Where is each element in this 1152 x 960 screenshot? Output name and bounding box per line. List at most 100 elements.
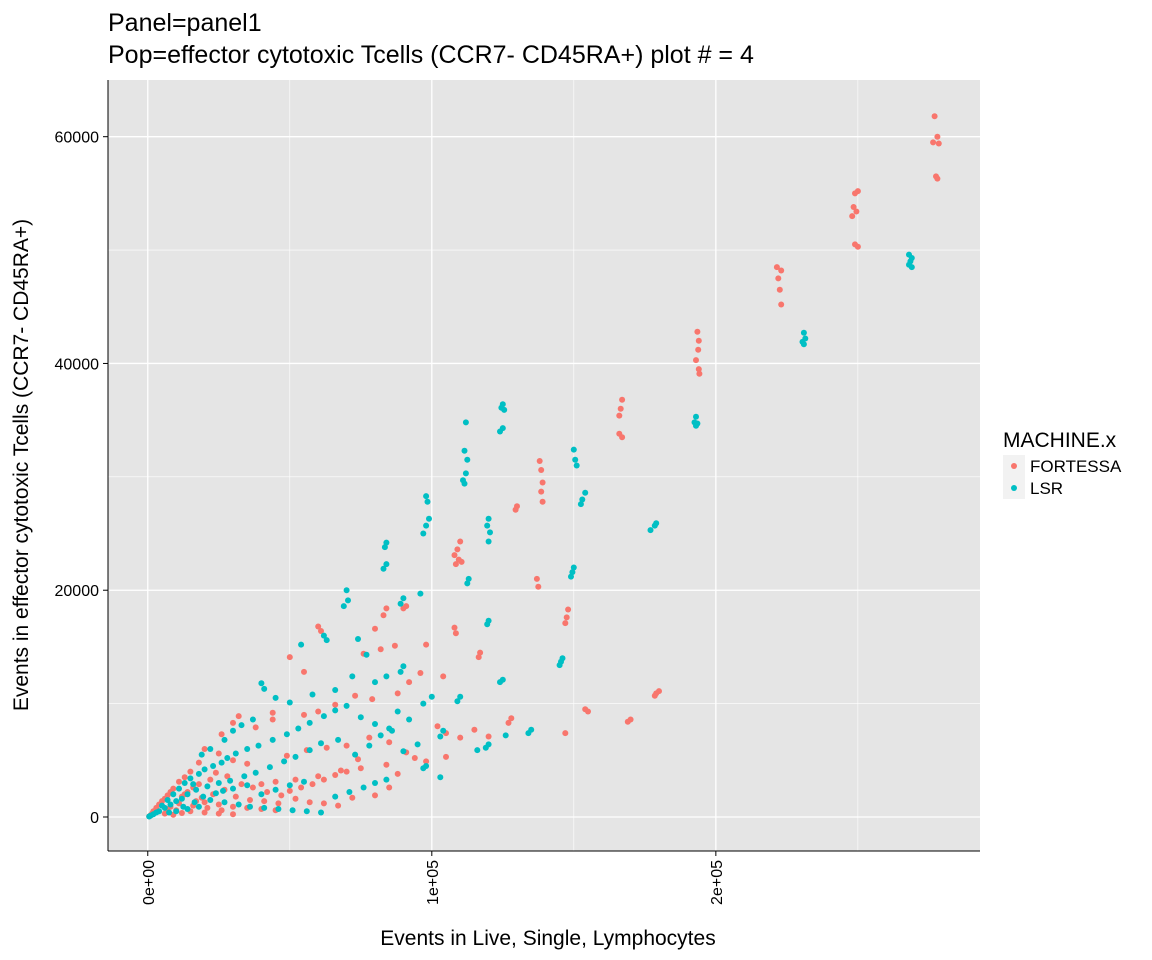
point-lsr bbox=[424, 498, 431, 505]
point-fortessa bbox=[318, 628, 324, 634]
point-lsr bbox=[218, 759, 225, 766]
point-lsr bbox=[420, 530, 427, 537]
point-lsr bbox=[345, 597, 351, 604]
point-fortessa bbox=[403, 603, 410, 610]
point-fortessa bbox=[201, 799, 208, 806]
point-fortessa bbox=[366, 734, 373, 741]
point-fortessa bbox=[440, 673, 447, 680]
point-lsr bbox=[397, 600, 404, 607]
point-fortessa bbox=[619, 434, 626, 441]
point-lsr bbox=[423, 522, 430, 529]
point-fortessa bbox=[477, 649, 484, 656]
point-fortessa bbox=[372, 792, 378, 799]
point-lsr bbox=[474, 747, 481, 754]
point-fortessa bbox=[624, 718, 631, 725]
point-lsr bbox=[647, 527, 654, 534]
point-lsr bbox=[465, 575, 472, 582]
point-lsr bbox=[579, 496, 586, 503]
point-fortessa bbox=[651, 692, 658, 699]
point-lsr bbox=[556, 662, 563, 669]
point-lsr bbox=[272, 786, 279, 793]
point-fortessa bbox=[232, 793, 239, 800]
point-lsr bbox=[332, 687, 339, 693]
point-fortessa bbox=[775, 275, 782, 282]
point-fortessa bbox=[309, 781, 316, 788]
point-fortessa bbox=[261, 798, 268, 805]
point-lsr bbox=[210, 763, 217, 769]
point-lsr bbox=[286, 782, 293, 789]
point-fortessa bbox=[693, 357, 699, 364]
point-lsr bbox=[485, 538, 492, 545]
point-fortessa bbox=[230, 811, 236, 818]
point-fortessa bbox=[283, 752, 290, 759]
point-lsr bbox=[306, 747, 313, 754]
point-fortessa bbox=[258, 781, 265, 788]
point-fortessa bbox=[565, 606, 572, 613]
point-lsr bbox=[193, 786, 200, 793]
point-lsr bbox=[332, 707, 339, 714]
point-fortessa bbox=[386, 784, 393, 791]
point-lsr bbox=[461, 480, 468, 487]
point-lsr bbox=[420, 700, 427, 707]
point-lsr bbox=[258, 680, 265, 687]
point-lsr bbox=[212, 790, 219, 797]
point-fortessa bbox=[249, 784, 256, 791]
point-fortessa bbox=[853, 208, 860, 215]
point-lsr bbox=[420, 765, 427, 772]
point-lsr bbox=[651, 522, 658, 529]
point-lsr bbox=[180, 803, 187, 810]
point-fortessa bbox=[369, 696, 376, 703]
point-lsr bbox=[198, 751, 205, 758]
point-lsr bbox=[181, 780, 188, 786]
point-fortessa bbox=[286, 787, 293, 794]
point-lsr bbox=[573, 462, 580, 469]
point-fortessa bbox=[452, 630, 459, 637]
point-fortessa bbox=[508, 715, 515, 722]
point-fortessa bbox=[617, 405, 624, 412]
point-lsr bbox=[482, 744, 489, 751]
point-lsr bbox=[572, 456, 579, 463]
point-fortessa bbox=[320, 776, 327, 783]
point-lsr bbox=[320, 632, 327, 639]
point-lsr bbox=[360, 784, 367, 791]
point-fortessa bbox=[585, 708, 591, 715]
point-fortessa bbox=[292, 776, 299, 783]
point-lsr bbox=[366, 742, 373, 749]
point-fortessa bbox=[201, 746, 208, 752]
point-fortessa bbox=[778, 301, 785, 308]
point-fortessa bbox=[230, 757, 236, 764]
axis-ticks: 0 20000 40000 60000 0e+00 1e+05 2e+05 bbox=[55, 130, 726, 905]
point-lsr bbox=[281, 758, 288, 765]
point-fortessa bbox=[538, 488, 545, 495]
point-lsr bbox=[377, 732, 384, 739]
point-fortessa bbox=[357, 765, 364, 772]
point-lsr bbox=[159, 802, 165, 809]
point-fortessa bbox=[178, 810, 185, 816]
point-lsr bbox=[343, 587, 350, 594]
point-lsr bbox=[235, 801, 242, 808]
point-fortessa bbox=[434, 723, 441, 730]
point-lsr bbox=[383, 673, 390, 680]
point-fortessa bbox=[215, 801, 222, 808]
point-fortessa bbox=[931, 113, 938, 120]
point-fortessa bbox=[778, 267, 785, 274]
point-lsr bbox=[417, 590, 424, 597]
point-lsr bbox=[383, 776, 390, 783]
point-fortessa bbox=[849, 213, 856, 220]
point-fortessa bbox=[451, 624, 458, 631]
point-lsr bbox=[577, 501, 584, 508]
point-fortessa bbox=[306, 799, 313, 806]
point-fortessa bbox=[315, 623, 322, 630]
point-lsr bbox=[301, 778, 307, 785]
point-fortessa bbox=[380, 612, 387, 619]
point-fortessa bbox=[269, 716, 276, 723]
point-lsr bbox=[184, 791, 191, 798]
point-fortessa bbox=[423, 641, 430, 648]
point-lsr bbox=[568, 573, 574, 580]
point-lsr bbox=[800, 329, 807, 336]
point-lsr bbox=[170, 791, 177, 798]
point-fortessa bbox=[181, 774, 188, 781]
point-lsr bbox=[440, 727, 447, 734]
point-fortessa bbox=[230, 803, 236, 810]
point-lsr bbox=[484, 522, 491, 529]
